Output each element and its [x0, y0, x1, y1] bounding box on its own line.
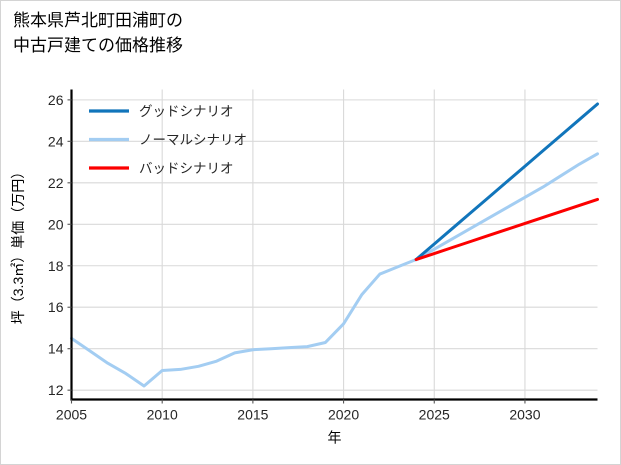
x-tick-label: 2005 [56, 407, 87, 423]
x-tick-label: 2030 [509, 407, 540, 423]
normal-scenario-line [70, 152, 599, 388]
y-tick-label: 24 [48, 133, 64, 149]
y-tick-label: 20 [48, 216, 64, 232]
x-axis-title: 年 [328, 430, 342, 446]
legend-label-good-scenario: グッドシナリオ [139, 104, 234, 119]
legend-label-bad-scenario: バッドシナリオ [139, 161, 234, 176]
legend-item-good-scenario[interactable]: グッドシナリオ [89, 104, 234, 119]
x-tick-label: 2010 [147, 407, 178, 423]
y-tick-label: 26 [48, 92, 64, 108]
x-tick-label: 2015 [237, 407, 268, 423]
x-tick-label: 2020 [328, 407, 359, 423]
chart-title: 熊本県芦北町田浦町の 中古戸建ての価格推移 [13, 11, 183, 55]
y-tick-label: 14 [48, 341, 64, 357]
good-scenario-line [414, 102, 599, 262]
y-tick-label: 16 [48, 299, 64, 315]
legend-label-normal-scenario: ノーマルシナリオ [139, 133, 247, 148]
y-tick-label: 18 [48, 258, 64, 274]
legend-item-normal-scenario[interactable]: ノーマルシナリオ [89, 133, 247, 148]
y-axis-title: 坪（3.3㎡）単価（万円） [10, 165, 26, 324]
bad-scenario-line [414, 197, 599, 262]
x-tick-label: 2025 [419, 407, 450, 423]
legend-item-bad-scenario[interactable]: バッドシナリオ [89, 161, 234, 176]
y-tick-label: 22 [48, 175, 64, 191]
y-tick-label: 12 [48, 382, 64, 398]
